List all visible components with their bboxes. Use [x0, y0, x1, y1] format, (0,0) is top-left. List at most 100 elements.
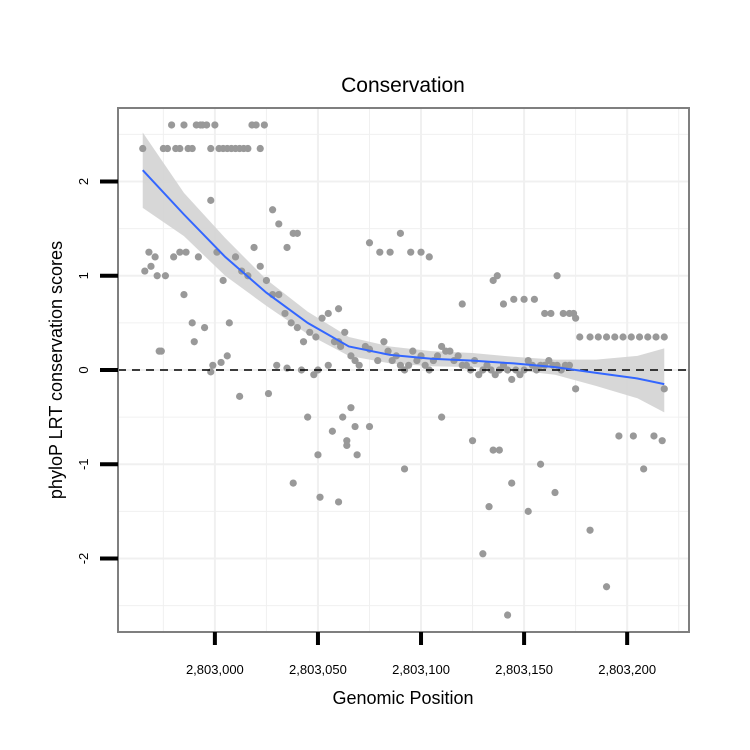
x-tick-label: 2,803,050: [289, 662, 347, 677]
points-layer: [139, 121, 668, 619]
data-point: [180, 291, 188, 299]
y-tick-label: -2: [76, 553, 91, 565]
data-point: [487, 366, 495, 374]
data-point: [223, 352, 231, 360]
data-point: [516, 371, 524, 379]
data-point: [384, 347, 392, 355]
data-point: [293, 323, 301, 332]
data-point: [503, 611, 512, 619]
data-point: [483, 361, 491, 369]
data-point: [139, 144, 147, 153]
data-point: [421, 361, 429, 369]
smooth-line-layer: [142, 169, 665, 386]
data-point: [551, 488, 559, 497]
data-point: [489, 446, 497, 454]
data-point: [207, 144, 215, 153]
data-point: [163, 144, 172, 153]
data-point: [479, 550, 487, 558]
data-point: [405, 361, 413, 369]
data-point: [572, 314, 580, 322]
data-point: [365, 422, 374, 431]
data-point: [627, 333, 635, 341]
data-point: [264, 389, 273, 398]
data-point: [260, 121, 268, 129]
data-point: [207, 196, 215, 204]
data-point: [188, 319, 196, 327]
data-point: [508, 375, 516, 384]
data-point: [413, 356, 421, 365]
y-tick-label: 2: [76, 178, 91, 185]
x-axis-label: Genomic Position: [332, 688, 473, 708]
data-point: [194, 253, 202, 261]
data-point: [273, 361, 281, 369]
data-point: [211, 121, 219, 129]
data-point: [176, 248, 184, 256]
data-point: [407, 248, 415, 256]
data-point: [324, 309, 332, 318]
data-point: [200, 323, 209, 332]
data-point: [388, 356, 396, 365]
data-point: [170, 253, 178, 261]
data-point: [176, 144, 184, 153]
x-tick-label: 2,803,000: [186, 662, 244, 677]
data-point: [299, 338, 308, 346]
data-point: [495, 446, 503, 454]
data-point: [145, 248, 153, 256]
data-point: [312, 333, 320, 341]
data-point: [262, 276, 271, 285]
x-tick-label: 2,803,100: [392, 662, 450, 677]
data-point: [188, 144, 196, 153]
data-point: [334, 305, 343, 313]
data-point: [324, 361, 332, 369]
data-point: [462, 361, 470, 369]
data-point: [485, 503, 493, 511]
data-point: [306, 328, 314, 336]
data-point: [396, 361, 405, 369]
data-point: [493, 272, 501, 280]
data-point: [161, 272, 170, 280]
data-point: [236, 392, 244, 400]
data-point: [438, 342, 446, 351]
data-point: [553, 272, 561, 280]
y-axis: -2 -1 0 1 2: [76, 178, 118, 564]
data-point: [341, 328, 349, 336]
data-point: [652, 333, 660, 341]
data-point: [275, 291, 283, 299]
data-point: [524, 356, 532, 365]
data-point: [586, 526, 594, 534]
data-point: [594, 333, 602, 341]
x-tick-label: 2,803,200: [598, 662, 656, 677]
data-point: [536, 460, 545, 468]
data-point: [520, 295, 528, 303]
data-point: [547, 309, 555, 318]
data-point: [565, 309, 574, 318]
data-point: [576, 333, 584, 341]
data-point: [203, 121, 211, 129]
data-point: [510, 295, 518, 303]
data-point: [328, 427, 336, 435]
data-point: [489, 276, 497, 285]
data-point: [660, 333, 668, 341]
data-point: [396, 229, 405, 237]
data-point: [508, 479, 516, 487]
data-point: [629, 432, 637, 440]
data-point: [225, 319, 233, 327]
y-axis-label: phyloP LRT conservation scores: [46, 241, 66, 499]
data-point: [318, 314, 326, 322]
data-point: [217, 358, 225, 367]
data-point: [468, 437, 477, 445]
data-point: [376, 248, 384, 256]
data-point: [269, 206, 277, 214]
data-point: [355, 361, 363, 369]
data-point: [293, 229, 301, 237]
data-point: [586, 333, 594, 341]
data-point: [334, 498, 343, 506]
data-point: [438, 413, 446, 421]
data-point: [316, 493, 324, 501]
data-point: [339, 413, 347, 421]
data-point: [283, 243, 291, 252]
data-point: [425, 253, 433, 261]
data-point: [147, 262, 155, 270]
data-point: [250, 243, 258, 252]
